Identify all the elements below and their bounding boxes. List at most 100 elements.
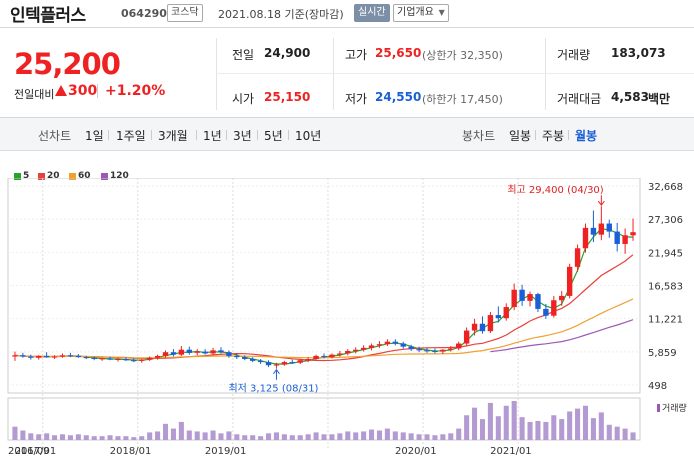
axis-labels: 32,668 27,306 21,945 16,583 11,221 5,859 498 거래… [8, 182, 687, 457]
candle-body [313, 355, 319, 360]
candle-body [226, 352, 232, 356]
candle-body [368, 345, 375, 348]
volume-bar [194, 431, 200, 440]
candle-body [559, 295, 565, 301]
candle-body [511, 289, 517, 308]
y-tick-label: 5,859 [648, 348, 677, 359]
y-tick-label: 16,583 [648, 282, 683, 293]
volume-bar [75, 434, 81, 440]
chevron-down-icon: ▼ [438, 8, 445, 17]
price-chart[interactable]: 32,668 27,306 21,945 16,583 11,221 5,859 498 거래… [0, 178, 694, 459]
tab-weekly[interactable]: 주봉 [542, 129, 565, 143]
candle-body [408, 346, 414, 350]
quote-date: 2021.08.18 기준(장마감) [218, 8, 344, 21]
ma60-legend: 60 [78, 171, 91, 181]
volume-bar [91, 436, 97, 440]
realtime-button[interactable]: 실시간 [354, 4, 390, 22]
tab-daily[interactable]: 일봉 [509, 129, 532, 143]
x-tick-label: 2019/01 [205, 446, 247, 457]
divider [568, 130, 569, 140]
current-price: 25,200 [14, 47, 121, 81]
prev-close-label: 전일 [232, 48, 255, 62]
divider [151, 130, 152, 140]
volume-bar [52, 435, 58, 440]
candle-body [495, 315, 502, 319]
tab-monthly[interactable]: 월봉 [575, 129, 598, 143]
volume-bar [273, 432, 279, 440]
volume-bar [432, 435, 438, 440]
candle-body [463, 330, 470, 344]
tab-3y[interactable]: 3년 [233, 129, 252, 143]
volume-bar [242, 435, 248, 440]
company-info-dropdown[interactable]: 기업개요 ▼ [393, 4, 449, 22]
candle-body [440, 349, 446, 352]
candle-body [353, 349, 359, 351]
volume-bar [519, 417, 525, 440]
volume-bar [123, 436, 129, 440]
candle-chart-label: 봉차트 [462, 129, 496, 143]
candle-body [162, 352, 169, 356]
volume-bar [598, 412, 604, 440]
divider [216, 73, 694, 74]
volume-bar [12, 426, 18, 440]
volume-bar [495, 416, 501, 440]
volume-bar [392, 431, 398, 440]
volume-bar [575, 408, 581, 440]
ma60-swatch [69, 173, 76, 180]
candle-body [186, 349, 192, 353]
candle-body [28, 356, 34, 358]
candle-body [574, 248, 581, 267]
volume-bar [28, 433, 34, 440]
divider [257, 130, 258, 140]
volume-bar [265, 433, 272, 440]
volume-bar [226, 431, 232, 440]
volume-bar [400, 432, 406, 440]
candle-body [384, 341, 391, 345]
volume-bar [551, 415, 557, 440]
tab-10y[interactable]: 10년 [295, 129, 322, 143]
candle-body [519, 289, 525, 301]
volume-bar [622, 428, 628, 440]
candle-body [218, 350, 224, 353]
y-tick-label: 21,945 [648, 248, 683, 259]
ma120-line [490, 319, 634, 353]
candle-body [614, 231, 620, 244]
candle-body [400, 343, 406, 347]
candle-body [305, 359, 311, 361]
volume-bar [353, 432, 359, 440]
divider [196, 130, 197, 140]
divider [0, 117, 694, 118]
change-value: 300 [68, 83, 98, 99]
volume-bar [44, 433, 50, 440]
candle-body [115, 359, 121, 361]
candle-body [471, 323, 478, 331]
volume-bar [384, 428, 390, 440]
tab-1d[interactable]: 1일 [85, 129, 104, 143]
volume-bar [369, 429, 375, 440]
tab-1y[interactable]: 1년 [203, 129, 222, 143]
tab-5y[interactable]: 5년 [264, 129, 283, 143]
volume-bar [20, 430, 26, 440]
lower-limit: (하한가 17,450) [422, 93, 503, 106]
upper-limit: (상한가 32,350) [422, 49, 503, 62]
volume-bar [210, 430, 216, 440]
tab-1w[interactable]: 1주일 [116, 129, 146, 143]
volume-bar [543, 421, 549, 440]
candle-body [12, 355, 18, 357]
amount-label: 거래대금 [557, 92, 602, 106]
company-info-label: 기업개요 [397, 7, 434, 18]
candle-body [139, 359, 145, 361]
candle-body [99, 358, 105, 360]
x-tick-label: 2021/01 [490, 446, 532, 457]
volume-bar [234, 434, 240, 440]
volume-bar [408, 433, 414, 440]
tab-3m[interactable]: 3개월 [158, 129, 188, 143]
candle-body [582, 227, 589, 249]
divider [333, 38, 334, 110]
x-tick-label: 2016/09 [8, 446, 50, 457]
volume-label: 거래량 [557, 48, 591, 62]
divider [108, 130, 109, 140]
candle-body [178, 349, 185, 355]
volume-bar [36, 434, 42, 440]
candle-body [273, 364, 280, 366]
